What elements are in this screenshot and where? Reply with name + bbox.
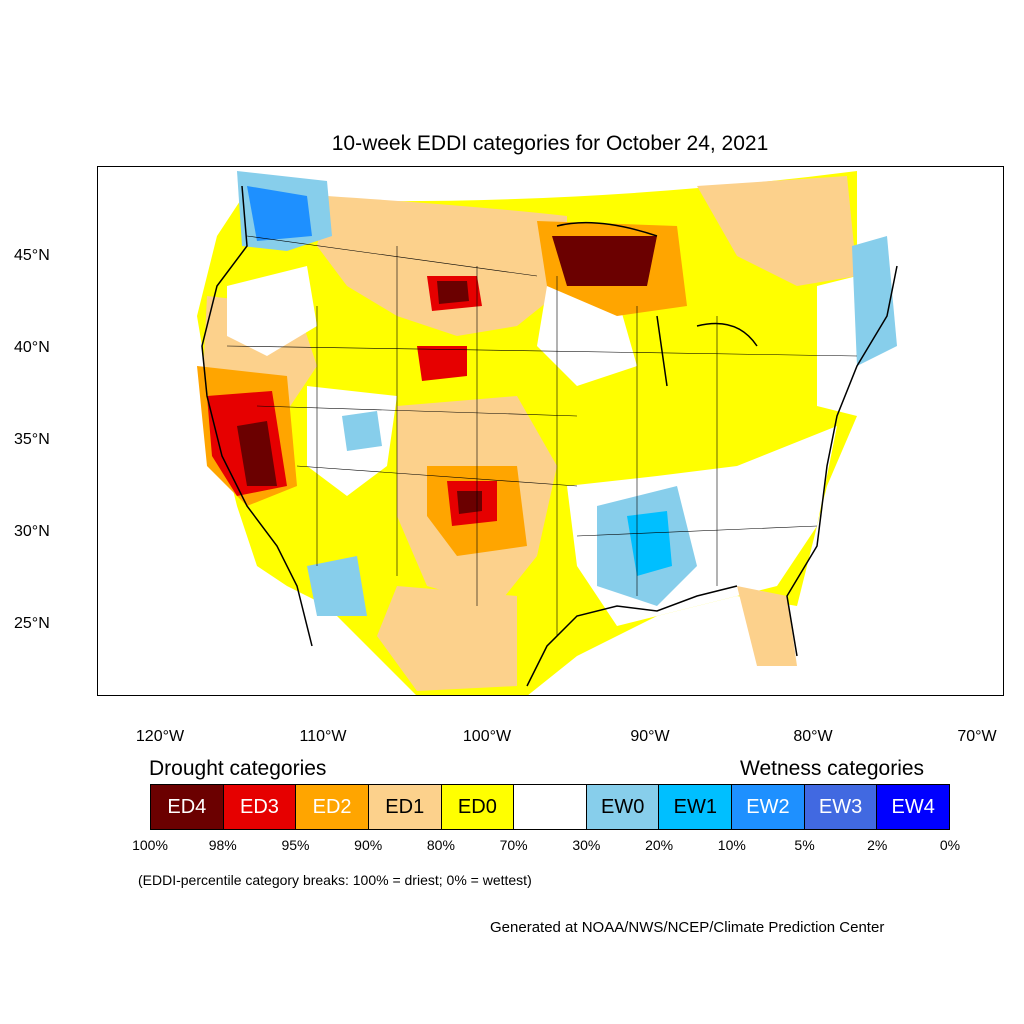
lat-label-40n: 40°N bbox=[14, 339, 50, 356]
percent-break-label: 98% bbox=[208, 837, 237, 853]
percent-break-label: 100% bbox=[132, 837, 168, 853]
region-neutral-nw bbox=[227, 266, 317, 356]
region-ed4-dakota bbox=[437, 281, 469, 304]
region-ew-utah bbox=[342, 411, 382, 451]
region-ed1-south bbox=[377, 586, 517, 691]
region-neutral-northeast bbox=[817, 276, 857, 416]
percent-break-label: 0% bbox=[939, 837, 961, 853]
region-ed4-california bbox=[237, 421, 277, 486]
region-ed3-wyoming bbox=[417, 346, 467, 381]
legend-cell-neutral bbox=[514, 785, 587, 829]
percent-break-label: 10% bbox=[717, 837, 746, 853]
legend-color-bar: ED4 ED3 ED2 ED1 ED0 EW0 EW1 EW2 EW3 EW4 bbox=[150, 784, 950, 830]
percent-break-label: 2% bbox=[867, 837, 888, 853]
state-borders bbox=[226, 235, 858, 636]
lon-label-100w: 100°W bbox=[462, 728, 512, 745]
percent-break-label: 90% bbox=[354, 837, 383, 853]
lat-label-25n: 25°N bbox=[14, 615, 50, 632]
percent-break-label: 70% bbox=[499, 837, 528, 853]
percent-break-label: 5% bbox=[794, 837, 815, 853]
legend-cell-ew3: EW3 bbox=[804, 785, 878, 829]
map-panel bbox=[89, 166, 1004, 704]
legend-cell-ed0: ED0 bbox=[441, 785, 515, 829]
great-lakes-line bbox=[556, 221, 758, 387]
lon-label-110w: 110°W bbox=[299, 728, 347, 745]
breaks-note: (EDDI-percentile category breaks: 100% =… bbox=[138, 872, 532, 888]
lon-label-90w: 90°W bbox=[630, 728, 670, 745]
wetness-categories-heading: Wetness categories bbox=[740, 757, 925, 780]
region-ed1-northeast bbox=[697, 176, 857, 286]
legend-cell-ew4: EW4 bbox=[877, 785, 950, 829]
lon-label-70w: 70°W bbox=[957, 728, 997, 745]
percent-break-label: 30% bbox=[572, 837, 601, 853]
map-title: 10-week EDDI categories for October 24, … bbox=[331, 132, 769, 155]
drought-categories-heading: Drought categories bbox=[149, 757, 327, 780]
east-coast-line bbox=[786, 265, 898, 657]
credit-text: Generated at NOAA/NWS/NCEP/Climate Predi… bbox=[490, 919, 885, 936]
lat-label-35n: 35°N bbox=[14, 431, 50, 448]
legend-cell-ed2: ED2 bbox=[296, 785, 369, 829]
region-ed4-texas bbox=[457, 491, 482, 514]
region-ed1-north bbox=[317, 196, 567, 336]
map-border bbox=[97, 166, 1004, 696]
region-ed2-florida bbox=[737, 586, 797, 666]
legend-cell-ed1: ED1 bbox=[368, 785, 442, 829]
percent-break-label: 95% bbox=[281, 837, 310, 853]
percent-break-label: 80% bbox=[426, 837, 455, 853]
map-fill bbox=[197, 171, 897, 696]
coastlines bbox=[201, 185, 898, 687]
eddi-map bbox=[89, 166, 1004, 704]
lat-label-30n: 30°N bbox=[14, 523, 50, 540]
legend-cell-ed4: ED4 bbox=[151, 785, 224, 829]
gulf-coast-line bbox=[526, 585, 738, 687]
lon-label-120w: 120°W bbox=[135, 728, 185, 745]
region-ew1-pacific-nw bbox=[247, 186, 312, 241]
lat-label-45n: 45°N bbox=[14, 247, 50, 264]
region-ed4-lakes bbox=[552, 236, 657, 286]
legend-cell-ew2: EW2 bbox=[732, 785, 805, 829]
legend-cell-ew0: EW0 bbox=[586, 785, 660, 829]
lon-label-80w: 80°W bbox=[793, 728, 833, 745]
region-ew1-gulf bbox=[627, 511, 672, 576]
region-ew-northeast bbox=[852, 236, 897, 366]
percent-break-label: 20% bbox=[645, 837, 674, 853]
west-coast-line bbox=[201, 185, 313, 647]
legend-cell-ew1: EW1 bbox=[659, 785, 733, 829]
legend-cell-ed3: ED3 bbox=[223, 785, 297, 829]
region-ew-mexico bbox=[307, 556, 367, 616]
